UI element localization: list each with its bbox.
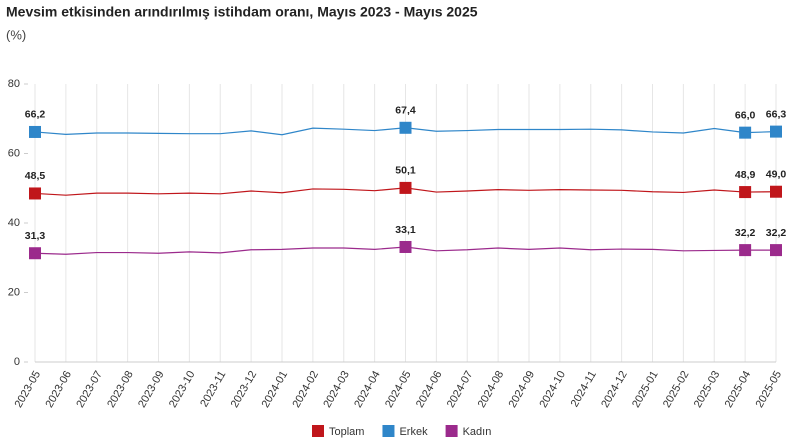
x-tick-label: 2023-05 [13,369,44,410]
point-marker [770,244,782,257]
data-label: 66,2 [25,109,46,121]
x-tick-label: 2025-03 [692,369,723,410]
x-tick-label: 2024-04 [352,369,383,410]
x-tick-label: 2023-11 [198,369,228,409]
point-marker [29,125,41,138]
data-label: 67,4 [395,105,416,117]
legend-swatch [312,425,324,437]
y-tick-label: 40 [8,217,20,229]
point-marker [739,186,752,199]
point-marker [29,247,41,260]
data-label: 50,1 [395,165,416,177]
legend-label: Toplam [329,426,364,438]
y-tick-label: 20 [8,286,20,298]
legend-label: Kadın [463,426,492,438]
x-tick-label: 2023-06 [43,369,74,410]
x-tick-label: 2024-06 [414,369,445,410]
x-tick-label: 2023-07 [74,369,105,410]
x-tick-label: 2024-10 [537,369,568,410]
x-tick-label: 2024-11 [569,369,599,409]
x-tick-label: 2023-08 [105,369,136,410]
data-label: 31,3 [25,230,46,242]
data-label: 32,2 [735,227,756,239]
x-tick-label: 2025-04 [723,369,754,410]
point-marker [770,125,782,138]
chart-title: Mevsim etkisinden arındırılmış istihdam … [6,4,478,20]
data-label: 32,2 [766,227,787,239]
x-tick-label: 2023-09 [136,369,167,410]
y-tick-label: 60 [8,147,20,159]
point-marker [399,121,412,134]
legend-label: Erkek [399,426,428,438]
point-marker [399,181,412,194]
point-marker [770,185,782,198]
x-tick-label: 2025-01 [630,369,661,410]
data-label: 48,5 [25,170,46,182]
legend: Toplam Erkek Kadın [312,425,491,438]
x-tick-label: 2024-12 [599,369,630,410]
data-label: 48,9 [735,169,756,181]
data-label: 66,0 [735,109,756,121]
x-tick-label: 2024-07 [445,369,476,410]
x-tick-label: 2024-08 [476,369,507,410]
point-marker [399,240,412,253]
point-marker [739,244,752,257]
x-tick-label: 2025-05 [754,369,785,410]
data-label: 49,0 [766,169,787,181]
x-tick-label: 2023-12 [229,369,260,410]
x-tick-label: 2024-03 [321,369,352,410]
x-tick-label: 2024-09 [507,369,538,410]
point-marker [739,126,752,139]
data-label: 66,3 [766,108,787,120]
x-tick-label: 2024-02 [290,369,321,410]
y-tick-label: 0 [14,356,20,368]
legend-swatch [382,425,395,437]
x-tick-label: 2023-10 [167,369,198,410]
legend-swatch [445,425,458,437]
x-tick-label: 2024-01 [260,369,291,410]
data-label: 33,1 [395,224,416,236]
y-tick-label: 80 [8,78,20,90]
x-tick-label: 2025-02 [661,369,692,410]
x-tick-label: 2024-05 [383,369,414,410]
chart-subtitle: (%) [6,27,26,42]
point-marker [29,187,41,200]
